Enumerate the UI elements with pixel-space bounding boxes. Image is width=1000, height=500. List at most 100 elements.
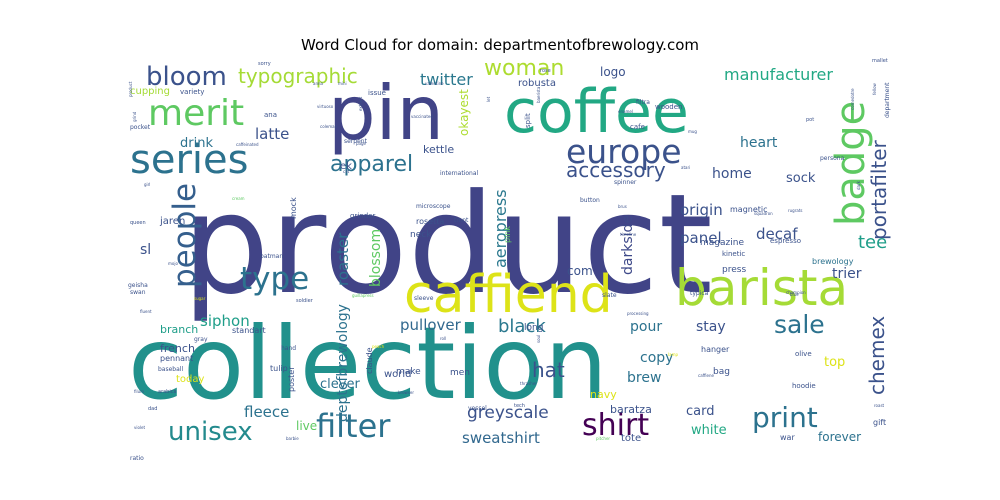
word-grind: grind <box>132 111 137 122</box>
word-mug: mug <box>688 129 697 134</box>
word-cafe: cafe <box>630 123 645 131</box>
word-department: department <box>884 82 891 118</box>
word-sweatshirt: sweatshirt <box>462 429 540 447</box>
word-valentine: valentine <box>425 81 444 86</box>
word-champion: champion <box>786 290 806 295</box>
word-mini: mini <box>338 81 347 86</box>
word-processing: processing <box>627 311 649 316</box>
word-stay: stay <box>696 319 726 335</box>
word-hat: hat <box>532 358 565 382</box>
word-enamel: enamel <box>618 109 633 114</box>
word-french: french <box>160 342 195 355</box>
word-long: long <box>524 323 543 333</box>
word-rugrats: rugrats <box>788 208 802 213</box>
word-black: black <box>498 316 546 337</box>
word-sugar: sugar <box>194 296 206 301</box>
word-kinetic: kinetic <box>722 250 745 258</box>
word-navy: navy <box>590 388 617 401</box>
word-war: war <box>780 433 795 442</box>
word-merit: merit <box>148 93 244 134</box>
word-type: type <box>240 261 309 297</box>
word-spinner: spinner <box>614 179 637 186</box>
word-ana: ana <box>264 111 277 119</box>
word-okayest: okayest <box>457 89 471 136</box>
word-logo: logo <box>600 65 626 79</box>
word-page: page <box>356 141 367 146</box>
word-barbie: barbie <box>286 436 299 441</box>
word-barista: barista <box>675 259 848 317</box>
word-fellow: fellow <box>872 82 877 95</box>
word-greyscale: greyscale <box>467 403 549 423</box>
word-portafilter: portafilter <box>867 139 891 240</box>
word-pin: pin <box>328 69 444 157</box>
word-swan: swan <box>130 289 146 296</box>
word-baseball: baseball <box>158 366 183 373</box>
word-brew: brew <box>627 370 661 386</box>
word-olive: olive <box>795 350 812 358</box>
word-drink: drink <box>180 136 213 151</box>
word-mock: mock <box>289 197 298 219</box>
word-queen: queen <box>130 220 146 226</box>
word-dad: dad <box>148 406 157 412</box>
word-coleman: coleman <box>320 124 338 129</box>
word-slate: slate <box>602 292 617 299</box>
word-com: com <box>567 264 593 278</box>
word-heart: heart <box>740 135 778 151</box>
word-world: world <box>384 369 412 380</box>
word-branch: branch <box>160 323 198 336</box>
word-today: today <box>176 374 205 385</box>
word-grinder: grinder <box>350 212 375 220</box>
word-tulip: tulip <box>270 364 288 373</box>
word-caffiend: caffiend <box>404 265 613 325</box>
word-hanger: hanger <box>701 345 730 354</box>
word-anna: anna <box>313 81 324 86</box>
word-comedotre: comedotre <box>850 88 855 110</box>
word-trier: trier <box>832 266 862 282</box>
word-coffee: coffee <box>504 77 689 147</box>
word-decaf: decaf <box>756 225 798 243</box>
word-pour: pour <box>630 319 662 335</box>
word-claude: claude <box>365 347 374 374</box>
word-browser: browser <box>398 390 414 395</box>
word-baerista: baerista <box>536 86 541 103</box>
word-vaccinated: vaccinated <box>411 114 433 119</box>
word-kettle: kettle <box>423 143 454 156</box>
word-deptofbrewology: deptofbrewology <box>335 304 351 422</box>
word-issue: issue <box>368 89 386 97</box>
word-badge: badge <box>828 101 874 226</box>
word-wooden: wooden <box>655 103 682 111</box>
word-roaster: roaster <box>334 232 352 286</box>
word-woman: woman <box>484 56 564 81</box>
word-panel: panel <box>680 229 722 247</box>
word-collection: collection <box>128 305 608 422</box>
word-batman: batman <box>260 253 283 260</box>
word-twitter: twitter <box>420 70 473 89</box>
word-filum: filum <box>134 389 144 394</box>
word-timeline: timeline <box>620 232 637 237</box>
word-shirt: shirt <box>582 408 649 443</box>
word-soul: soul <box>536 335 541 343</box>
word-unisex: unisex <box>168 417 253 447</box>
word-jaren: jaren <box>159 216 185 227</box>
word-pocket: pocket <box>130 124 151 131</box>
word-live: live <box>296 419 317 433</box>
word-pullover: pullover <box>400 316 462 334</box>
word-cupping: cupping <box>130 86 170 97</box>
word-aeropress: aeropress <box>491 189 510 268</box>
word-magnetic: magnetic <box>730 205 768 214</box>
word-girl: girl <box>144 182 150 187</box>
word-top: top <box>824 355 845 370</box>
word-fleece: fleece <box>244 403 289 421</box>
word-origin: origin <box>680 201 723 219</box>
word-standart: standart <box>232 326 266 335</box>
word-pot: pot <box>806 117 814 123</box>
word-baratza: baratza <box>610 403 652 416</box>
word-bag: bag <box>713 367 730 377</box>
word-guillapress: guillapress <box>352 293 374 298</box>
word-squadron: squadron <box>754 211 773 216</box>
word-sale: sale <box>774 310 825 339</box>
word-atari: atari <box>681 165 690 170</box>
word-copy: copy <box>640 350 673 366</box>
word-press: press <box>722 265 746 275</box>
